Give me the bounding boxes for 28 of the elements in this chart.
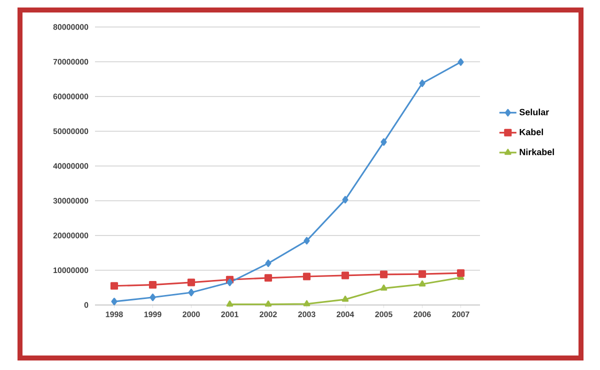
point [226,278,233,286]
point [418,270,426,278]
point [265,260,272,268]
point [302,272,311,280]
point [380,270,388,278]
point [226,300,234,307]
legend-label: Kabel [520,128,543,136]
point [264,300,272,307]
point [456,269,465,277]
point [418,280,426,286]
point [341,272,350,280]
point [150,294,156,302]
point [380,284,388,291]
legend-label: Selular [519,108,549,116]
point [342,296,349,302]
legend-label: Nirkabel [520,148,554,156]
point [303,300,310,306]
point [380,138,387,146]
point [458,58,464,66]
point [304,236,310,244]
point [148,281,157,289]
point [187,278,196,286]
point [264,274,272,282]
point [342,196,348,204]
point [111,298,118,306]
point [110,282,118,290]
point [419,80,426,88]
point [188,288,194,296]
